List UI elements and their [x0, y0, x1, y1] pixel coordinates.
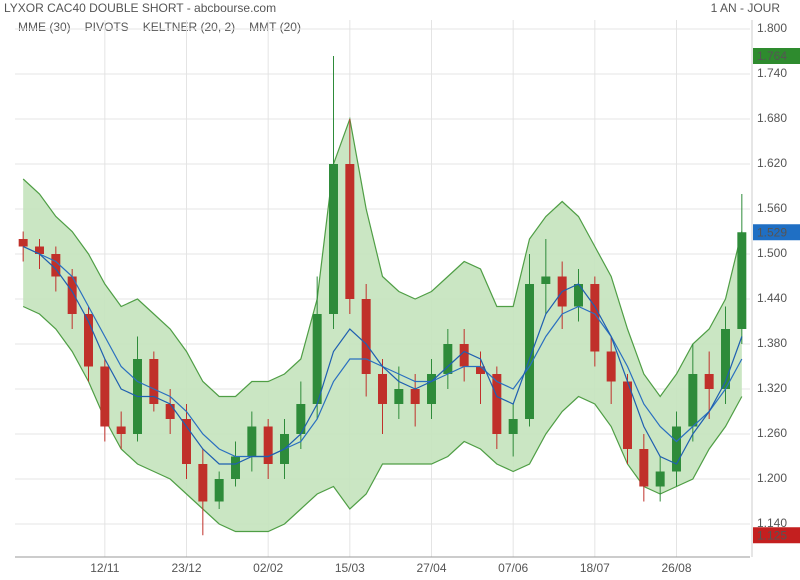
- x-tick-label: 07/06: [498, 561, 528, 575]
- y-tick-label: 1.320: [757, 381, 787, 395]
- candle-body: [18, 239, 28, 247]
- x-tick-label: 12/11: [90, 561, 119, 575]
- candle-body: [623, 381, 632, 449]
- x-tick-label: 18/07: [580, 561, 610, 575]
- keltner-fill: [23, 119, 742, 532]
- candle-body: [410, 389, 420, 404]
- candle-body: [525, 284, 534, 419]
- y-tick-label: 1.620: [757, 156, 787, 170]
- price-badge-label: 1.529: [757, 225, 787, 239]
- candle-body: [492, 374, 502, 434]
- candle-body: [247, 426, 257, 457]
- candle-body: [737, 232, 747, 329]
- candle-body: [688, 374, 698, 427]
- candle-body: [312, 314, 322, 404]
- candle-body: [296, 404, 306, 434]
- candle-body: [459, 344, 469, 367]
- y-tick-label: 1.140: [757, 516, 787, 530]
- candle-body: [606, 351, 616, 382]
- candle-body: [182, 419, 191, 464]
- candle-body: [508, 419, 518, 434]
- candle-body: [655, 471, 665, 487]
- candle-body: [116, 426, 126, 434]
- candle-body: [51, 254, 61, 277]
- price-badge: [753, 527, 800, 544]
- candle-body: [100, 366, 110, 427]
- candle-body: [378, 374, 387, 404]
- candle-body: [541, 276, 551, 284]
- y-tick-label: 1.680: [757, 111, 787, 125]
- legend-entry: PIVOTS: [85, 20, 129, 34]
- candle-body: [214, 479, 224, 502]
- moving-average: [22, 245, 743, 465]
- candle-body: [35, 246, 44, 254]
- candle-body: [590, 284, 600, 352]
- candle-body: [639, 449, 649, 487]
- keltner-upper: [22, 116, 743, 398]
- legend-entry: MMT (20): [249, 20, 301, 34]
- candle-body: [165, 404, 175, 419]
- keltner-lower: [22, 305, 743, 533]
- chart-title: LYXOR CAC40 DOUBLE SHORT - abcbourse.com: [4, 1, 276, 15]
- candle-body: [149, 359, 159, 404]
- candle-body: [476, 366, 485, 374]
- y-tick-label: 1.380: [757, 336, 787, 350]
- price-badge: [753, 224, 800, 241]
- candle-body: [574, 284, 583, 307]
- candle-body: [84, 314, 93, 367]
- x-tick-label: 23/12: [171, 561, 201, 575]
- candle-body: [345, 164, 355, 299]
- candle-body: [198, 464, 208, 502]
- candle-body: [427, 374, 436, 404]
- y-tick-label: 1.800: [757, 21, 787, 35]
- legend-entry: MME (30): [18, 20, 71, 34]
- candle-body: [231, 456, 240, 479]
- x-tick-label: 02/02: [253, 561, 283, 575]
- legend-entry: KELTNER (20, 2): [143, 20, 235, 34]
- period: 1 AN - JOUR: [711, 1, 781, 15]
- candle-body: [721, 329, 730, 389]
- y-tick-label: 1.260: [757, 426, 787, 440]
- candle-body: [394, 389, 404, 404]
- candle-body: [443, 344, 453, 374]
- x-tick-label: 27/04: [416, 561, 446, 575]
- y-tick-label: 1.500: [757, 246, 787, 260]
- candle-body: [672, 426, 681, 472]
- candle-body: [329, 164, 338, 314]
- y-tick-label: 1.560: [757, 201, 787, 215]
- x-tick-label: 15/03: [335, 561, 365, 575]
- price-badge-label: 1.125: [757, 528, 787, 542]
- price-badge-label: 1.764: [757, 49, 787, 63]
- price-badge: [753, 48, 800, 64]
- y-tick-label: 1.200: [757, 471, 787, 485]
- candle-body: [263, 426, 273, 464]
- y-tick-label: 1.740: [757, 66, 787, 80]
- x-tick-label: 26/08: [661, 561, 691, 575]
- candle-body: [704, 374, 714, 389]
- candle-body: [67, 276, 77, 314]
- candle-body: [361, 299, 371, 374]
- y-tick-label: 1.440: [757, 291, 787, 305]
